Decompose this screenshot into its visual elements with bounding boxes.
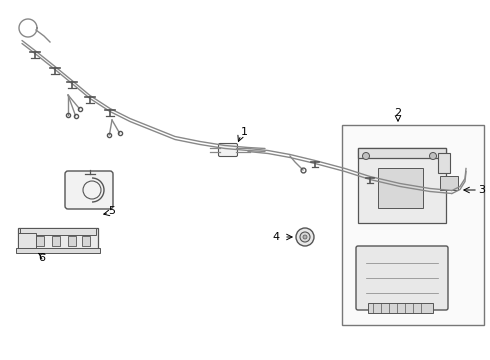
Bar — [342, 125, 484, 325]
Bar — [22, 236, 30, 246]
Bar — [20, 228, 96, 235]
Text: 3: 3 — [479, 185, 486, 195]
Text: 6: 6 — [39, 253, 46, 263]
Text: 1: 1 — [241, 127, 247, 137]
Bar — [358, 148, 446, 223]
Bar — [438, 153, 450, 173]
Text: 2: 2 — [394, 108, 402, 118]
FancyBboxPatch shape — [356, 246, 448, 310]
Bar — [440, 176, 458, 190]
Bar — [68, 236, 76, 246]
Bar — [18, 233, 36, 250]
Bar — [358, 148, 446, 158]
Bar — [52, 236, 60, 246]
Bar — [36, 236, 44, 246]
Bar — [378, 168, 423, 208]
Circle shape — [303, 235, 307, 239]
Bar — [368, 303, 433, 313]
Circle shape — [296, 228, 314, 246]
FancyBboxPatch shape — [219, 144, 238, 157]
Bar — [16, 248, 100, 253]
Bar — [82, 236, 90, 246]
Circle shape — [430, 153, 437, 159]
Circle shape — [300, 232, 310, 242]
FancyBboxPatch shape — [65, 171, 113, 209]
Bar — [18, 228, 98, 250]
Circle shape — [363, 153, 369, 159]
Text: 5: 5 — [108, 206, 116, 216]
Text: 4: 4 — [272, 232, 280, 242]
